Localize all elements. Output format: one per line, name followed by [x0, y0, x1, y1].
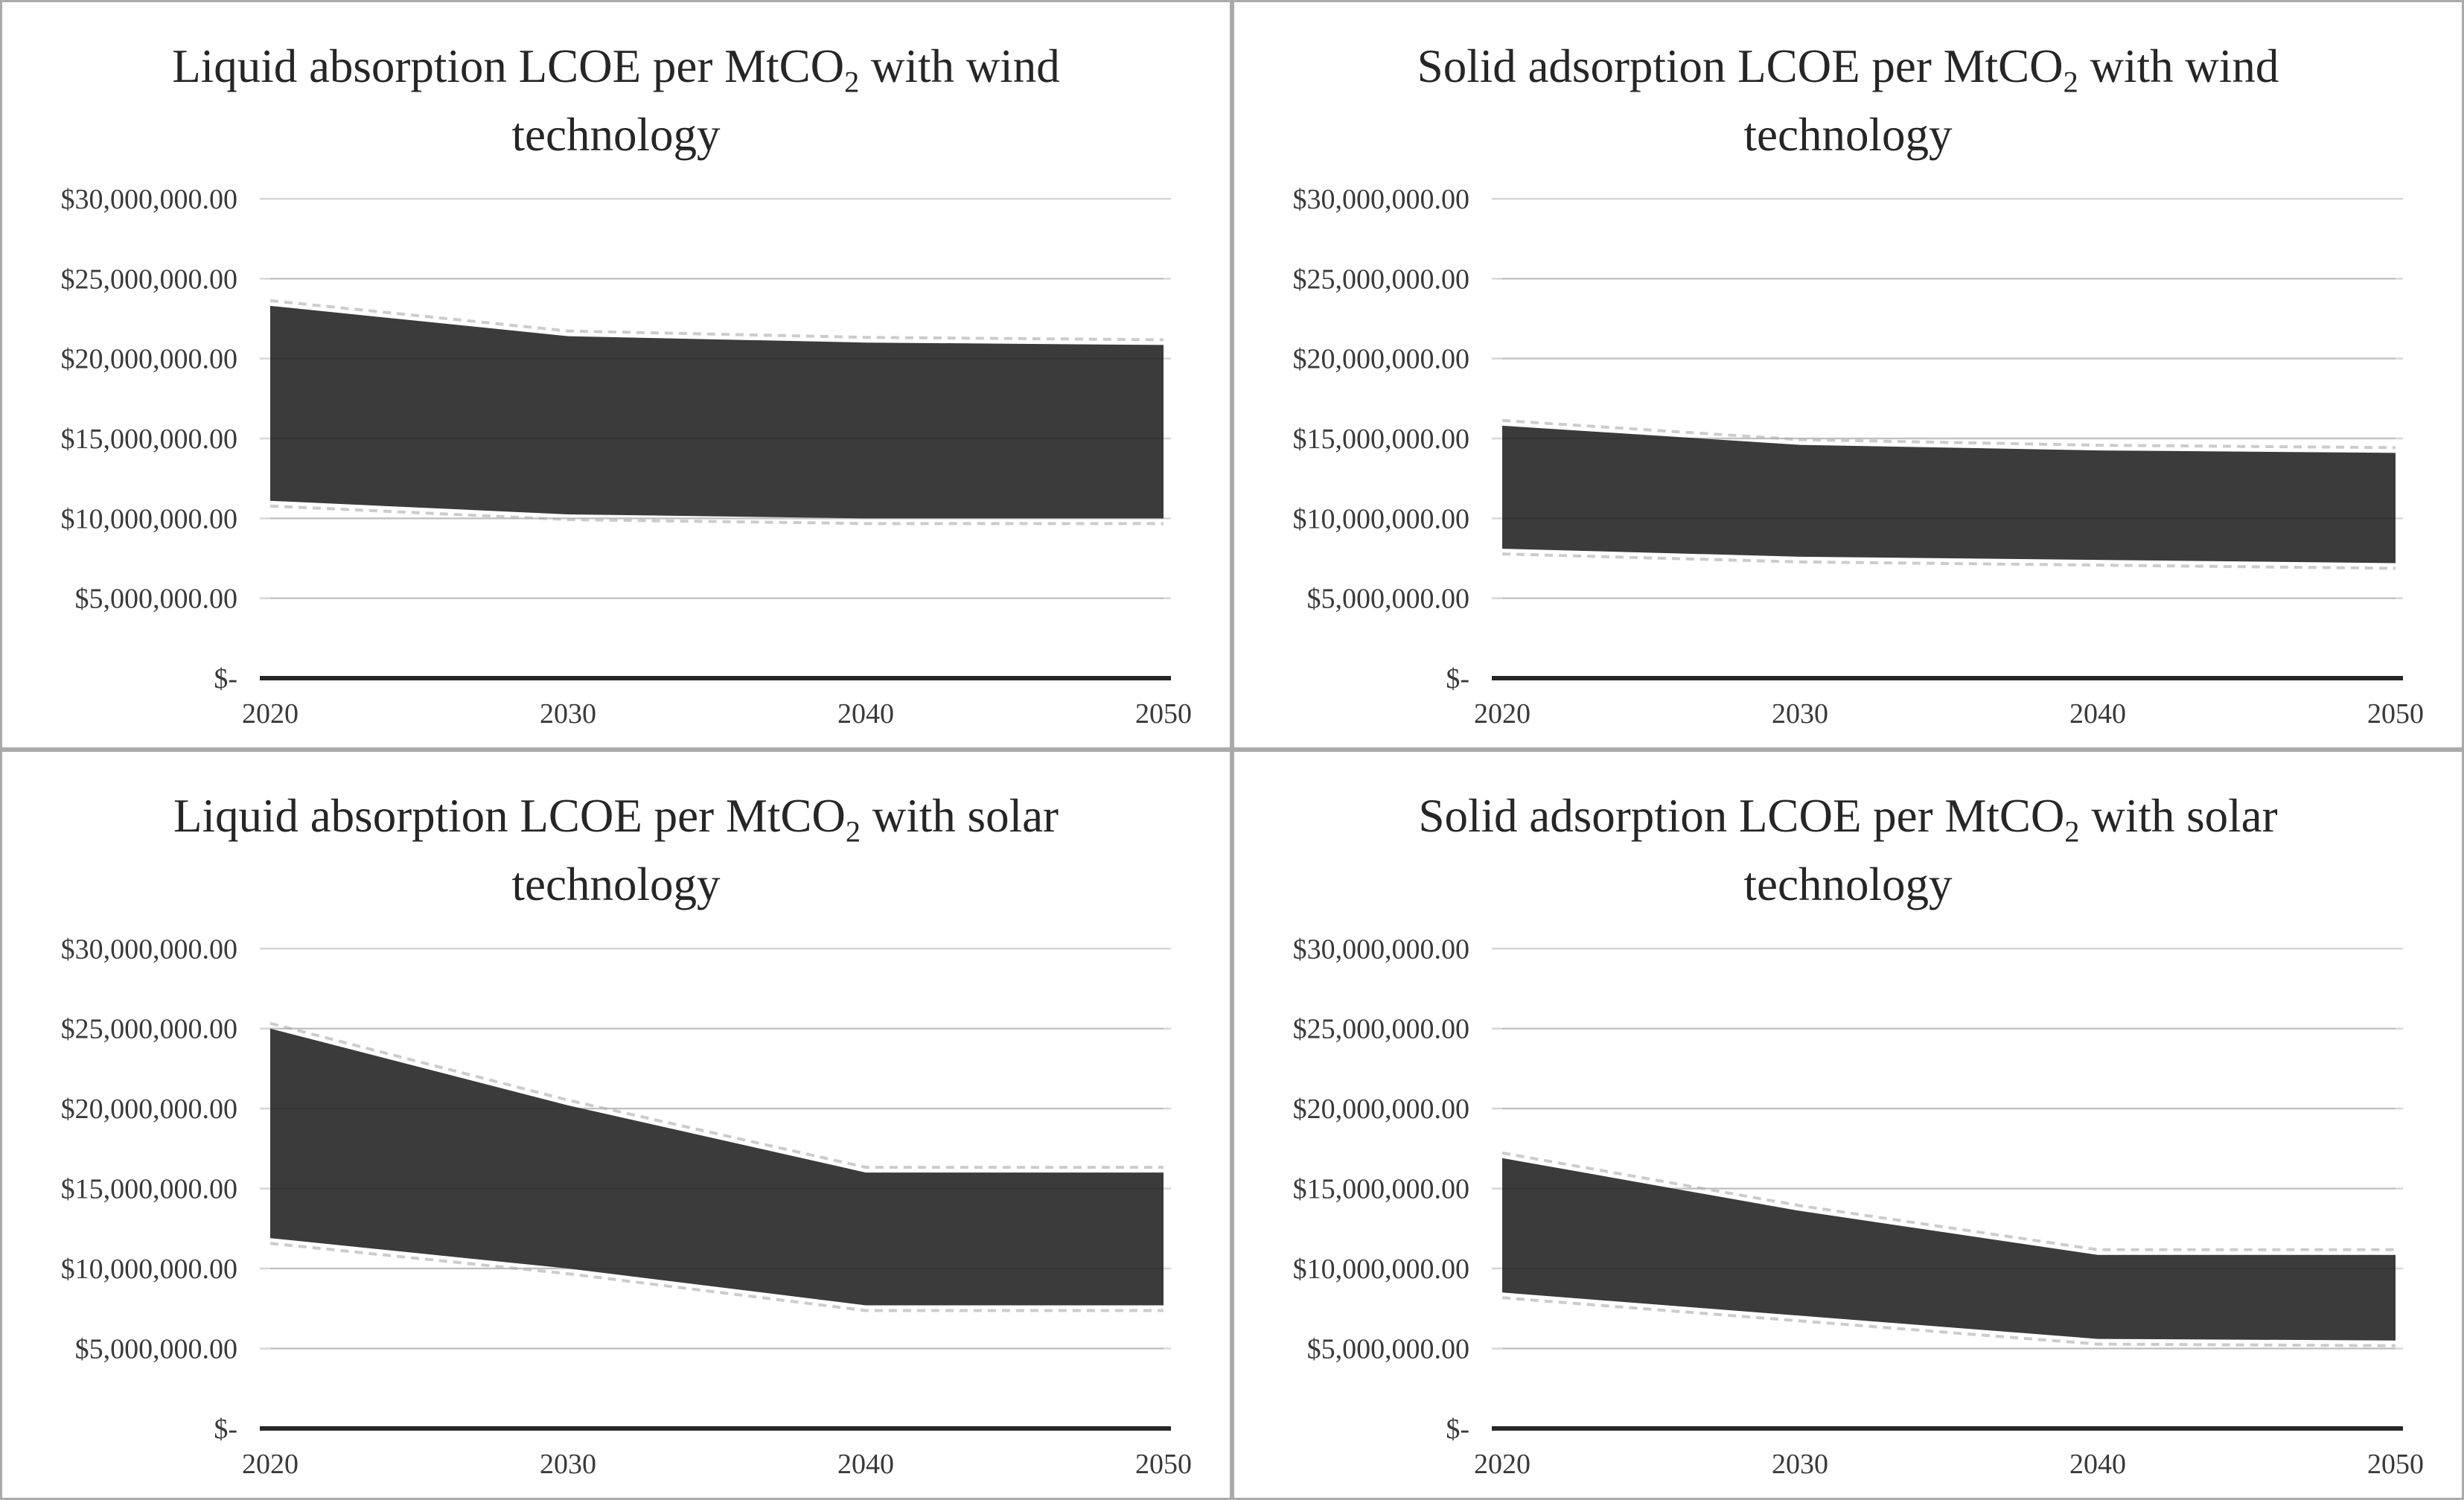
- y-axis-tick-label: $30,000,000.00: [1293, 933, 1469, 965]
- chart-title-subscript: 2: [845, 814, 861, 849]
- chart-title-subscript: 2: [2064, 814, 2080, 849]
- y-axis-tick-label: $15,000,000.00: [61, 424, 238, 455]
- x-axis-tick-label: 2040: [837, 698, 894, 730]
- x-axis-tick-label: 2040: [2069, 698, 2126, 730]
- band-lower-edge-halo: [1501, 1296, 2396, 1347]
- x-axis-tick-label: 2030: [540, 1449, 596, 1480]
- chart-canvas: $30,000,000.00 $25,000,000.00 $20,000,000.…: [2, 2, 1230, 747]
- y-axis-tick-label: $25,000,000.00: [1293, 1014, 1469, 1045]
- x-axis-tick-label: 2050: [2367, 698, 2424, 730]
- y-axis-tick-label: $30,000,000.00: [1293, 184, 1470, 215]
- x-axis-tick-label: 2020: [242, 1449, 299, 1480]
- range-band: [1502, 425, 2396, 564]
- x-axis-tick-label: 2020: [1474, 1449, 1531, 1480]
- x-axis-tick-label: 2020: [1474, 698, 1531, 730]
- area-chart-svg: $30,000,000.00 $25,000,000.00 $20,000,000.…: [1293, 184, 2425, 730]
- y-axis-tick-label: $25,000,000.00: [61, 264, 238, 295]
- y-axis-tick-label: $-: [1446, 1414, 1469, 1445]
- y-axis-tick-label: $10,000,000.00: [1293, 1254, 1469, 1285]
- chart-title-text: with wind technology: [1743, 40, 2279, 161]
- chart-canvas: $30,000,000.00 $25,000,000.00 $20,000,000.…: [1234, 752, 2462, 1498]
- x-axis-tick-label: 2030: [1772, 1449, 1828, 1480]
- chart-panel-liquid-absorption-wind: Liquid absorption LCOE per MtCO2 with wi…: [0, 0, 1232, 750]
- x-axis-tick-label: 2030: [540, 698, 596, 730]
- band-upper-edge-halo: [269, 1021, 1164, 1169]
- chart-canvas: $30,000,000.00 $25,000,000.00 $20,000,000.…: [1234, 2, 2462, 747]
- chart-title-subscript: 2: [844, 65, 860, 99]
- chart-title-text: with wind technology: [511, 40, 1060, 161]
- y-axis-tick-label: $10,000,000.00: [61, 1254, 237, 1285]
- x-axis-tick-label: 2050: [1135, 1449, 1192, 1480]
- y-axis-tick-label: $10,000,000.00: [61, 503, 238, 534]
- y-axis-tick-label: $-: [214, 663, 237, 695]
- y-axis-tick-label: $25,000,000.00: [61, 1014, 237, 1045]
- y-axis-tick-label: $20,000,000.00: [61, 1094, 237, 1125]
- x-axis-tick-label: 2050: [1135, 698, 1192, 730]
- y-axis-tick-label: $30,000,000.00: [61, 933, 237, 965]
- x-axis-tick-label: 2040: [2069, 1449, 2126, 1480]
- y-axis-tick-label: $20,000,000.00: [1293, 1094, 1469, 1125]
- y-axis-tick-label: $30,000,000.00: [61, 184, 238, 215]
- y-axis-tick-label: $20,000,000.00: [1293, 344, 1470, 375]
- chart-title-text: Liquid absorption LCOE per MtCO: [172, 40, 845, 92]
- y-axis-tick-label: $5,000,000.00: [1307, 584, 1470, 615]
- area-chart-svg: $30,000,000.00 $25,000,000.00 $20,000,000.…: [61, 184, 1193, 730]
- chart-title-text: Solid adsorption LCOE per MtCO: [1417, 40, 2064, 92]
- y-axis-tick-label: $5,000,000.00: [75, 584, 238, 615]
- area-chart-svg: $30,000,000.00 $25,000,000.00 $20,000,000.…: [1293, 933, 2424, 1480]
- y-axis-tick-label: $15,000,000.00: [1293, 424, 1470, 455]
- y-axis-tick-label: $-: [1446, 663, 1469, 695]
- band-lower-edge-halo: [269, 504, 1164, 526]
- band-lower-edge-halo: [1501, 552, 2396, 570]
- y-axis-tick-label: $25,000,000.00: [1293, 264, 1470, 295]
- x-axis-tick-label: 2040: [837, 1449, 894, 1480]
- range-band: [270, 305, 1164, 519]
- x-axis-tick-label: 2020: [242, 698, 299, 730]
- chart-title: Liquid absorption LCOE per MtCO2 with wi…: [140, 32, 1093, 169]
- chart-title-text: Liquid absorption LCOE per MtCO: [173, 790, 846, 842]
- chart-panel-solid-adsorption-wind: Solid adsorption LCOE per MtCO2 with win…: [1232, 0, 2464, 750]
- chart-title: Solid adsorption LCOE per MtCO2 with sol…: [1372, 782, 2325, 919]
- band-upper-edge-halo: [1501, 1151, 2396, 1251]
- chart-panel-liquid-absorption-solar: Liquid absorption LCOE per MtCO2 with so…: [0, 750, 1232, 1500]
- chart-title: Solid adsorption LCOE per MtCO2 with win…: [1372, 32, 2325, 169]
- area-chart-svg: $30,000,000.00 $25,000,000.00 $20,000,000.…: [61, 933, 1192, 1480]
- band-upper-edge-halo: [1501, 418, 2396, 450]
- chart-title-text: with solar technology: [1743, 790, 2278, 910]
- x-axis-tick-label: 2030: [1772, 698, 1828, 730]
- chart-canvas: $30,000,000.00 $25,000,000.00 $20,000,000.…: [2, 752, 1230, 1498]
- y-axis-tick-label: $20,000,000.00: [61, 344, 238, 375]
- y-axis-tick-label: $5,000,000.00: [1307, 1333, 1469, 1365]
- chart-title: Liquid absorption LCOE per MtCO2 with so…: [140, 782, 1093, 919]
- range-band: [1502, 1158, 2396, 1341]
- y-axis-tick-label: $-: [214, 1414, 237, 1445]
- chart-title-subscript: 2: [2063, 65, 2078, 99]
- chart-title-text: with solar technology: [511, 790, 1059, 910]
- y-axis-tick-label: $5,000,000.00: [75, 1333, 237, 1365]
- y-axis-tick-label: $15,000,000.00: [1293, 1174, 1469, 1205]
- x-axis-tick-label: 2050: [2367, 1449, 2424, 1480]
- chart-panel-solid-adsorption-solar: Solid adsorption LCOE per MtCO2 with sol…: [1232, 750, 2464, 1500]
- chart-title-text: Solid adsorption LCOE per MtCO: [1418, 790, 2065, 842]
- y-axis-tick-label: $15,000,000.00: [61, 1174, 237, 1205]
- y-axis-tick-label: $10,000,000.00: [1293, 503, 1470, 534]
- range-band: [270, 1028, 1164, 1306]
